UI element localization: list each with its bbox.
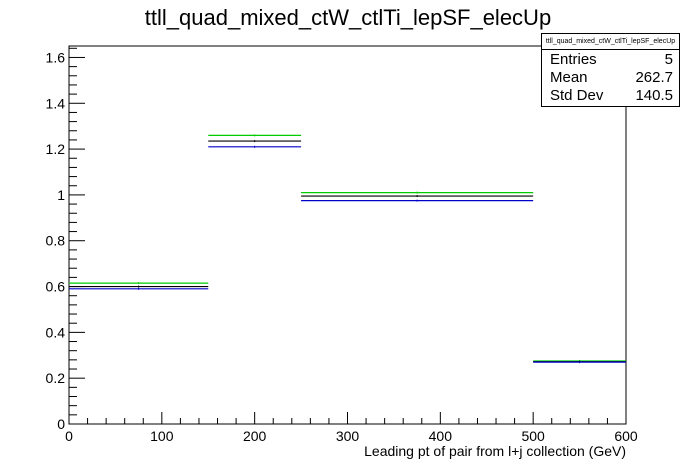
y-tick-label: 0.2	[46, 370, 66, 386]
series-group	[69, 134, 626, 364]
x-tick-label: 0	[65, 428, 73, 444]
y-tick-label: 0.8	[46, 233, 66, 249]
y-tick-label: 1.2	[46, 141, 66, 157]
x-axis-label: Leading pt of pair from l+j collection (…	[364, 443, 626, 459]
stats-box: ttll_quad_mixed_ctW_ctlTi_lepSF_elecUp E…	[541, 33, 680, 107]
x-tick-label: 500	[521, 428, 545, 444]
x-tick-label: 300	[336, 428, 360, 444]
stats-entries-row: Entries 5	[550, 51, 673, 69]
stats-mean-row: Mean 262.7	[550, 69, 673, 87]
x-tick-label: 100	[150, 428, 174, 444]
y-tick-label: 0.6	[46, 279, 66, 295]
y-tick-label: 1.4	[46, 95, 66, 111]
stats-stddev-label: Std Dev	[550, 87, 604, 104]
stats-mean-label: Mean	[550, 69, 588, 86]
stats-mean-value: 262.7	[635, 69, 673, 86]
y-axis: 0 0.2 0.4 0.6 0.8 1 1.2 1.4 1.6	[46, 47, 85, 432]
y-tick-label: 1.6	[46, 49, 66, 65]
stats-stddev-row: Std Dev 140.5	[550, 87, 673, 105]
y-tick-label: 0.4	[46, 324, 66, 340]
x-axis: 0 100 200 300 400 500 600	[65, 412, 638, 444]
stats-stddev-value: 140.5	[635, 87, 673, 104]
stats-entries-label: Entries	[550, 51, 597, 68]
x-tick-label: 200	[243, 428, 267, 444]
histogram-series	[69, 134, 626, 362]
histogram-series	[69, 140, 626, 363]
stats-box-title: ttll_quad_mixed_ctW_ctlTi_lepSF_elecUp	[542, 34, 679, 50]
histogram-series	[69, 145, 626, 364]
x-tick-label: 600	[614, 428, 638, 444]
chart-title: ttll_quad_mixed_ctW_ctlTi_lepSF_elecUp	[145, 5, 551, 30]
stats-entries-value: 5	[664, 51, 673, 68]
y-tick-label: 0	[57, 416, 65, 432]
x-tick-label: 400	[429, 428, 453, 444]
y-tick-label: 1	[57, 187, 65, 203]
